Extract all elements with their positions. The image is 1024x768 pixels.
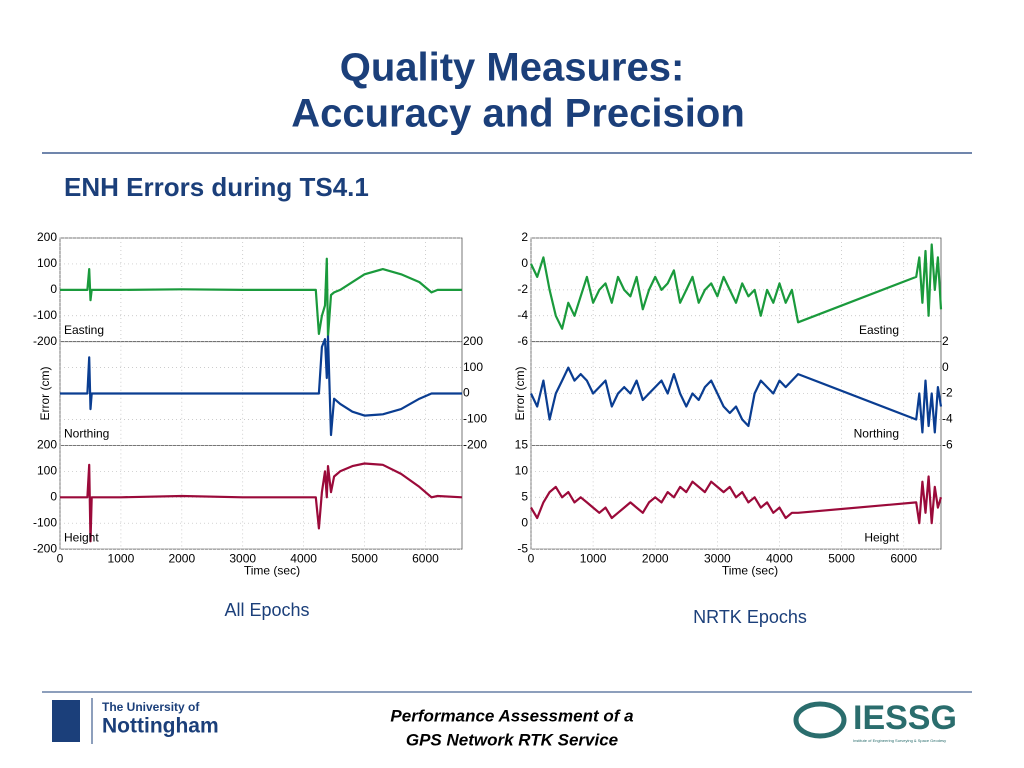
y-tick-label: 100 (37, 463, 57, 477)
x-tick-label: 2000 (642, 551, 669, 565)
footer-line: Performance Assessment of a (390, 706, 633, 725)
x-tick-label: 2000 (168, 551, 195, 565)
footer-line: GPS Network RTK Service (406, 730, 618, 749)
y-tick-label: 200 (463, 334, 483, 348)
y-tick-label: 0 (942, 360, 949, 374)
y-tick-label: 0 (521, 515, 528, 529)
panel-label: Height (64, 530, 99, 544)
logo-text: IESSG (853, 699, 957, 737)
panel-label: Easting (64, 323, 104, 337)
panel-label: Northing (854, 427, 899, 441)
y-tick-label: 200 (37, 438, 57, 452)
caption: All Epochs (224, 600, 309, 620)
x-tick-label: 3000 (704, 551, 731, 565)
y-tick-label: 10 (515, 463, 529, 477)
y-tick-label: -100 (33, 308, 57, 322)
panel-label: Easting (859, 323, 899, 337)
y-axis-label: Error (cm) (38, 367, 52, 421)
panel-label: Height (864, 530, 899, 544)
y-tick-label: -200 (463, 438, 487, 452)
y-tick-label: 5 (521, 489, 528, 503)
y-tick-label: -4 (942, 412, 953, 426)
panel-label: Northing (64, 427, 109, 441)
y-tick-label: -200 (33, 334, 57, 348)
y-tick-label: 0 (50, 282, 57, 296)
data-line (60, 257, 462, 338)
y-tick-label: -100 (33, 515, 57, 529)
x-tick-label: 1000 (580, 551, 607, 565)
x-tick-label: 5000 (828, 551, 855, 565)
caption: NRTK Epochs (693, 607, 807, 627)
data-line (60, 462, 463, 543)
logo-text: The University of (102, 700, 200, 714)
y-tick-label: -2 (942, 386, 953, 400)
x-tick-label: 0 (57, 551, 64, 565)
y-tick-label: 100 (463, 360, 483, 374)
x-tick-label: 1000 (108, 551, 135, 565)
y-tick-label: -6 (517, 334, 528, 348)
y-tick-label: -4 (517, 308, 528, 322)
y-tick-label: 0 (463, 386, 470, 400)
y-tick-label: -6 (942, 438, 953, 452)
x-axis-label: Time (sec) (244, 563, 300, 577)
data-line (530, 243, 943, 330)
y-tick-label: -5 (517, 541, 528, 555)
x-tick-label: 5000 (351, 551, 378, 565)
title-line: Quality Measures: (340, 46, 685, 90)
logo-left: The University of Nottingham (52, 698, 219, 744)
x-tick-label: 0 (528, 551, 535, 565)
title-line: Accuracy and Precision (291, 92, 745, 136)
y-tick-label: 100 (37, 256, 57, 270)
x-tick-label: 4000 (290, 551, 317, 565)
logo-right: IESSG Institute of Engineering Surveying… (793, 699, 957, 743)
y-tick-label: 0 (50, 489, 57, 503)
x-tick-label: 6000 (412, 551, 439, 565)
data-line (530, 366, 943, 434)
y-tick-label: -2 (517, 282, 528, 296)
logo-text: Nottingham (102, 715, 219, 738)
x-tick-label: 4000 (766, 551, 793, 565)
logo-text: Institute of Engineering Surveying & Spa… (853, 738, 946, 743)
data-line (60, 335, 462, 437)
y-tick-label: 15 (515, 438, 529, 452)
y-tick-label: 0 (521, 256, 528, 270)
y-tick-label: 2 (942, 334, 949, 348)
y-tick-label: 200 (37, 230, 57, 244)
crest (52, 700, 80, 742)
logo-ring (793, 701, 847, 739)
y-tick-label: -100 (463, 412, 487, 426)
subtitle: ENH Errors during TS4.1 (64, 172, 369, 202)
x-tick-label: 6000 (890, 551, 917, 565)
y-axis-label: Error (cm) (513, 367, 527, 421)
x-axis-label: Time (sec) (722, 563, 778, 577)
data-line (530, 475, 943, 525)
x-tick-label: 3000 (229, 551, 256, 565)
y-tick-label: -200 (33, 541, 57, 555)
y-tick-label: 2 (521, 230, 528, 244)
